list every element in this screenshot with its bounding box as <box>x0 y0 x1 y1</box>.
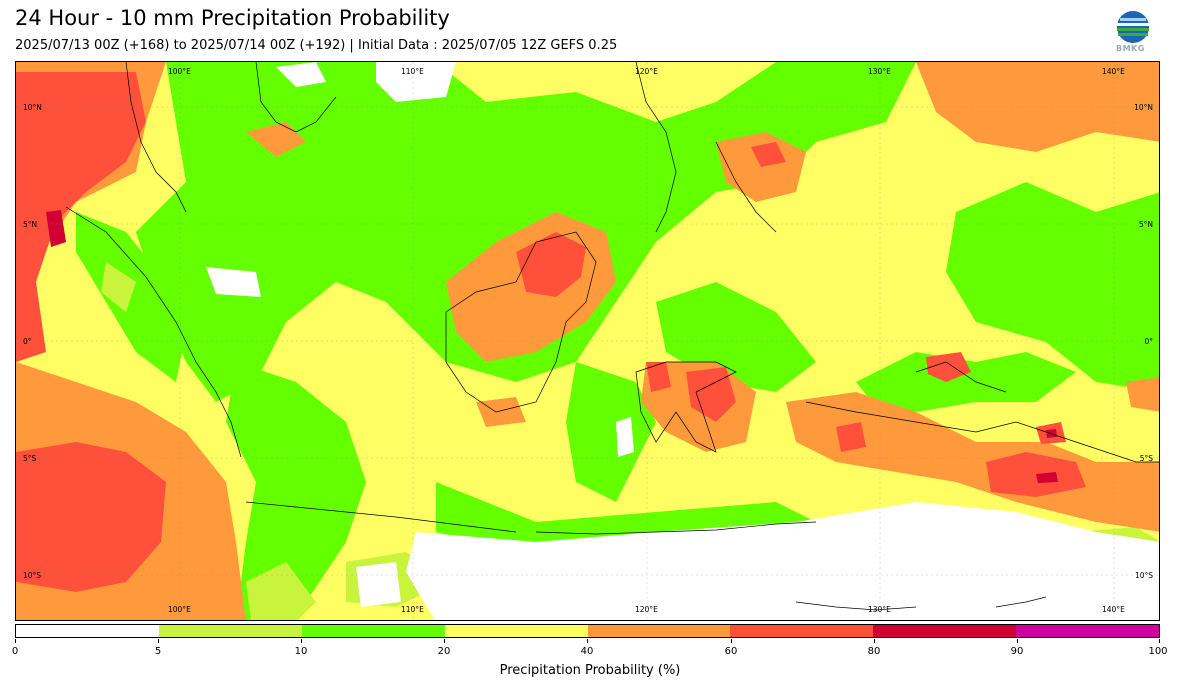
colorbar-segment-3 <box>444 625 588 637</box>
lat-label-left: 0° <box>23 337 32 346</box>
colorbar-tick <box>15 639 16 643</box>
lon-label-bottom: 130°E <box>868 605 891 614</box>
lat-label-left: 5°S <box>23 454 37 463</box>
colorbar-tick-label: 20 <box>437 646 451 657</box>
colorbar-segment-7 <box>1016 625 1159 637</box>
lat-label-left: 5°N <box>23 220 38 229</box>
bmkg-logo <box>1114 10 1152 56</box>
map-subtitle: 2025/07/13 00Z (+168) to 2025/07/14 00Z … <box>15 38 618 53</box>
colorbar-segment-1 <box>158 625 302 637</box>
colorbar-tick-label: 0 <box>11 646 19 657</box>
lat-label-right: 0° <box>1144 337 1153 346</box>
colorbar-tick <box>874 639 875 643</box>
lat-label-left: 10°S <box>23 571 42 580</box>
colorbar-tick-label: 40 <box>580 646 594 657</box>
colorbar-tick <box>731 639 732 643</box>
colorbar-segment-0 <box>16 625 159 637</box>
lon-label-top: 140°E <box>1102 67 1125 76</box>
colorbar-tick <box>1017 639 1018 643</box>
lon-label-top: 110°E <box>401 67 424 76</box>
colorbar-tick <box>301 639 302 643</box>
lat-label-right: 5°S <box>1139 454 1153 463</box>
colorbar-tick-label: 90 <box>1010 646 1024 657</box>
logo-text: BMKG <box>1116 44 1145 53</box>
map-title: 24 Hour - 10 mm Precipitation Probabilit… <box>15 6 450 30</box>
colorbar-tick-label: 100 <box>1148 646 1168 657</box>
lat-label-right: 10°S <box>1134 571 1153 580</box>
colorbar-tick <box>158 639 159 643</box>
colorbar-label: Precipitation Probability (%) <box>499 663 681 678</box>
colorbar-tick <box>1159 639 1160 643</box>
lat-label-left: 10°N <box>23 103 42 112</box>
colorbar-tick-label: 60 <box>724 646 738 657</box>
lon-label-top: 120°E <box>635 67 658 76</box>
lon-label-top: 130°E <box>868 67 891 76</box>
lon-label-bottom: 140°E <box>1102 605 1125 614</box>
colorbar-tick-label: 10 <box>294 646 308 657</box>
lon-label-bottom: 100°E <box>168 605 191 614</box>
lon-label-top: 100°E <box>168 67 191 76</box>
precipitation-map: 100°E 110°E 120°E 130°E 140°E 100°E 110°… <box>15 61 1160 621</box>
colorbar <box>15 624 1160 638</box>
colorbar-segment-5 <box>730 625 874 637</box>
lat-label-right: 5°N <box>1138 220 1153 229</box>
colorbar-tick <box>444 639 445 643</box>
colorbar-segment-2 <box>301 625 445 637</box>
lon-label-bottom: 110°E <box>401 605 424 614</box>
lat-label-right: 10°N <box>1134 103 1153 112</box>
lon-label-bottom: 120°E <box>635 605 658 614</box>
colorbar-segment-4 <box>587 625 731 637</box>
colorbar-segment-6 <box>873 625 1017 637</box>
colorbar-tick-label: 80 <box>867 646 881 657</box>
colorbar-tick-label: 5 <box>154 646 162 657</box>
colorbar-tick <box>587 639 588 643</box>
